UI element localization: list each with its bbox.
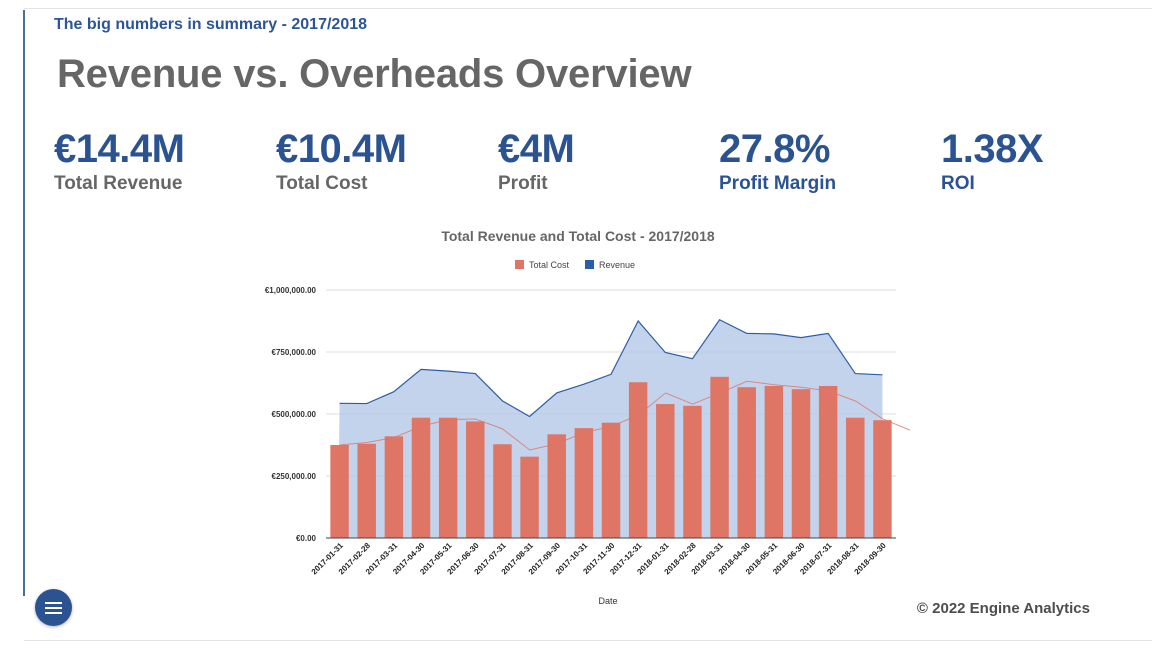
- y-tick-label: €500,000.00: [272, 410, 317, 419]
- kpi-value: 27.8%: [719, 127, 830, 171]
- cost-bar: [411, 417, 431, 538]
- revenue-line: [339, 318, 883, 418]
- kpi-label: Total Cost: [276, 173, 368, 194]
- hamburger-menu-icon: [45, 600, 62, 615]
- top-divider: [24, 8, 1152, 9]
- cost-bar: [628, 382, 648, 538]
- cost-bar: [384, 436, 404, 538]
- kpi-label: ROI: [941, 173, 975, 194]
- cost-bar: [330, 445, 349, 538]
- kpi-label: Total Revenue: [54, 173, 183, 194]
- cost-trendline: [339, 380, 911, 451]
- y-tick-label: €1,000,000.00: [265, 286, 317, 295]
- kpi-profit: €4M Profit: [498, 126, 575, 196]
- cost-bar: [547, 434, 566, 538]
- kpi-label: Profit: [498, 173, 548, 194]
- legend-swatch: [585, 260, 594, 269]
- kpi-value: €4M: [498, 127, 575, 171]
- kpi-total-revenue: €14.4M Total Revenue: [54, 126, 185, 196]
- y-tick-label: €250,000.00: [272, 472, 317, 481]
- page-title: Revenue vs. Overheads Overview: [57, 52, 692, 96]
- cost-bar: [873, 420, 892, 538]
- y-tick-label: €750,000.00: [272, 348, 317, 357]
- cost-bar: [818, 385, 838, 538]
- cost-bar: [574, 428, 594, 538]
- kpi-value: €10.4M: [276, 127, 407, 171]
- cost-bar: [493, 444, 512, 538]
- y-tick-label: €0.00: [296, 534, 317, 543]
- legend-label: Revenue: [599, 260, 635, 270]
- cost-bar: [438, 417, 458, 538]
- legend-label: Total Cost: [529, 260, 570, 270]
- cost-bar: [601, 422, 621, 538]
- left-accent-rule: [23, 10, 25, 596]
- cost-bar: [764, 385, 784, 538]
- cost-bar: [466, 421, 485, 538]
- legend-swatch: [515, 260, 524, 269]
- cost-bar: [357, 443, 376, 538]
- menu-button[interactable]: [35, 589, 72, 626]
- cost-bar: [520, 456, 539, 538]
- x-axis-title: Date: [598, 596, 617, 606]
- cost-bar: [737, 387, 756, 538]
- chart-title: Total Revenue and Total Cost - 2017/2018: [441, 228, 715, 244]
- bottom-divider: [24, 640, 1152, 641]
- cost-bar: [791, 389, 811, 538]
- cost-bar: [710, 376, 729, 538]
- cost-bar: [846, 417, 865, 538]
- page-subtitle: The big numbers in summary - 2017/2018: [54, 16, 368, 33]
- kpi-label: Profit Margin: [719, 173, 837, 194]
- kpi-value: 1.38X: [941, 127, 1044, 171]
- kpi-total-cost: €10.4M Total Cost: [276, 126, 407, 196]
- kpi-profit-margin: 27.8% Profit Margin: [719, 126, 836, 196]
- cost-bar: [656, 404, 675, 538]
- kpi-roi: 1.38X ROI: [941, 126, 1044, 196]
- kpi-value: €14.4M: [54, 127, 185, 171]
- copyright-text: © 2022 Engine Analytics: [916, 600, 1090, 617]
- cost-bar: [683, 405, 702, 538]
